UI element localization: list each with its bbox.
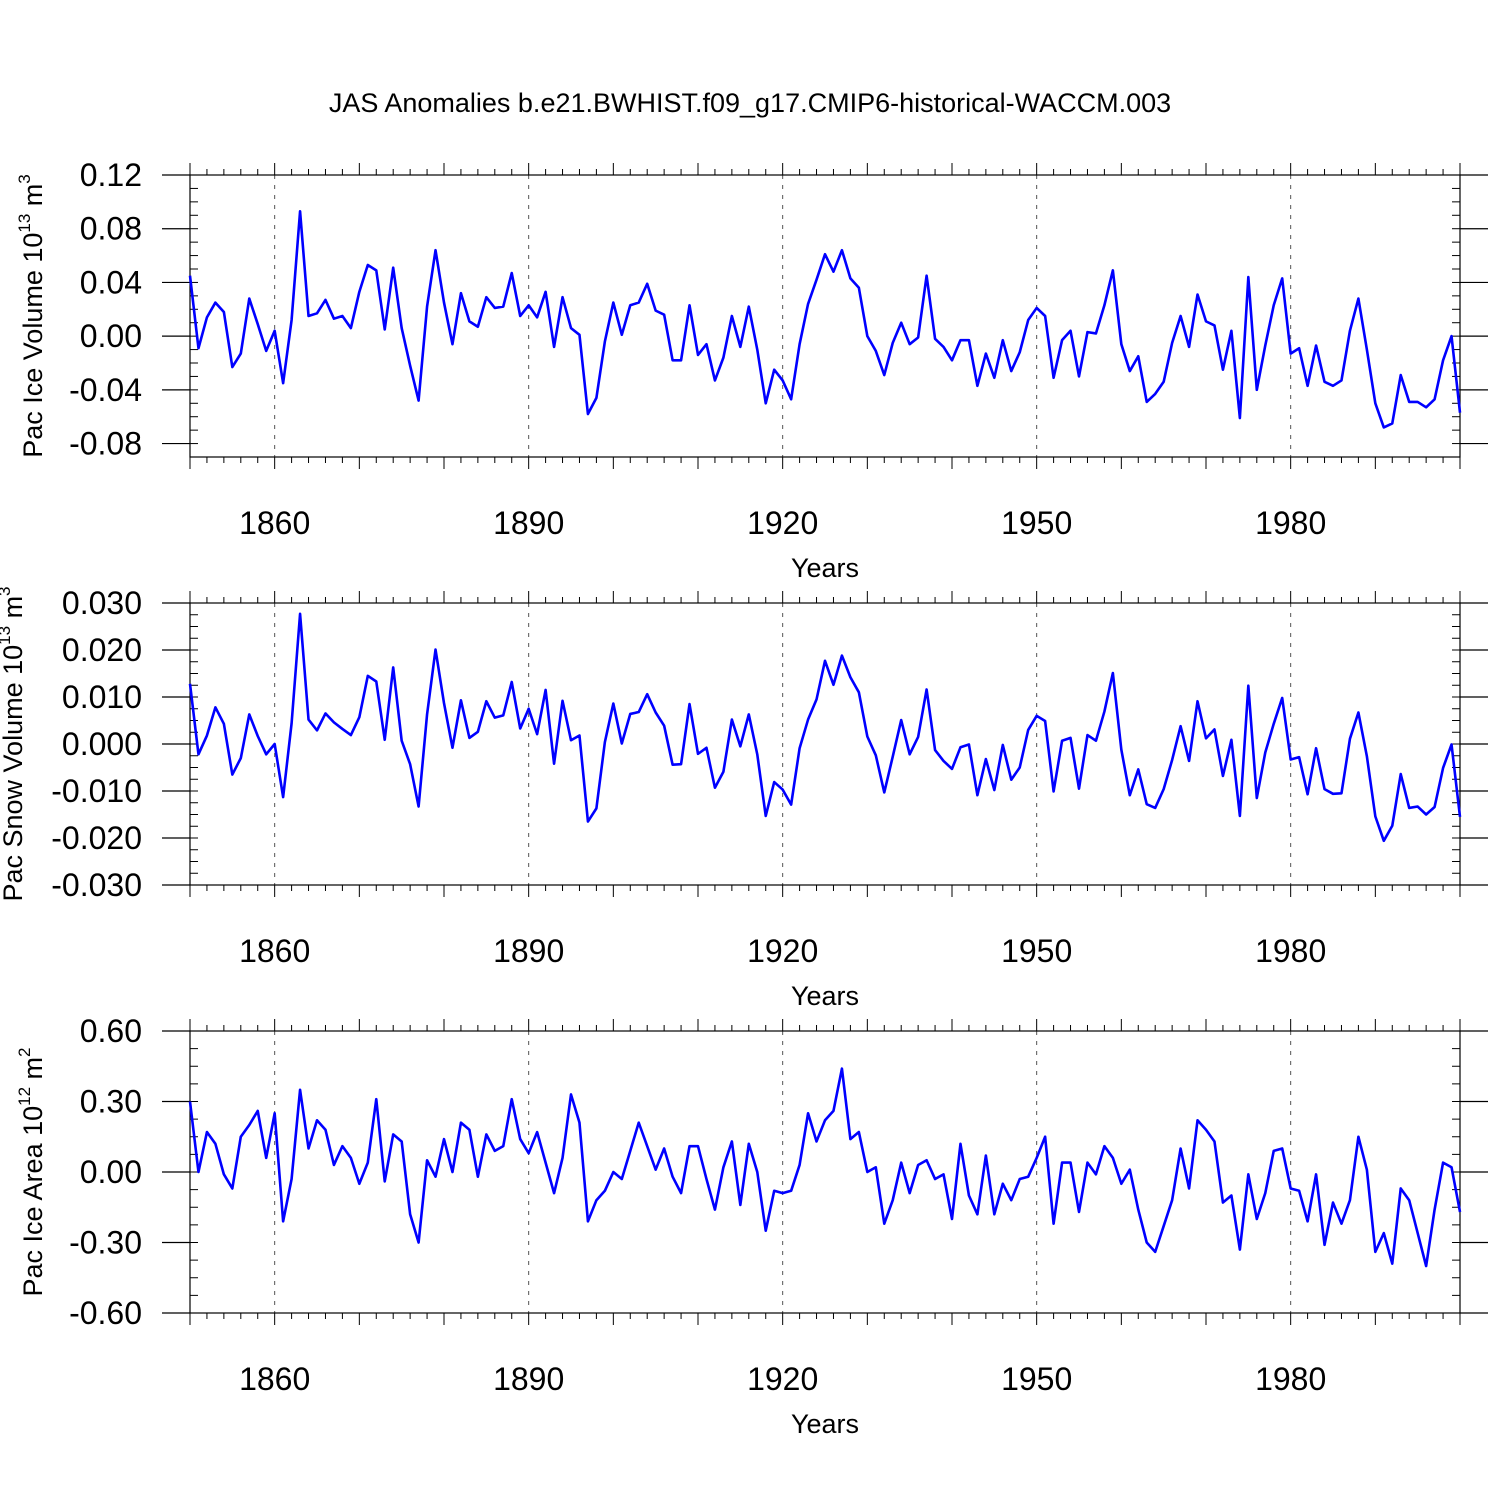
y-tick-label: 0.010 bbox=[62, 679, 142, 715]
x-tick-label: 1980 bbox=[1255, 933, 1326, 969]
x-axis-label: Years bbox=[791, 981, 859, 1011]
x-tick-label: 1920 bbox=[747, 1361, 818, 1397]
x-tick-label: 1890 bbox=[493, 1361, 564, 1397]
y-tick-label: -0.08 bbox=[69, 426, 142, 462]
x-tick-label: 1890 bbox=[493, 505, 564, 541]
x-tick-label: 1980 bbox=[1255, 505, 1326, 541]
series-line bbox=[188, 612, 1462, 843]
y-tick-label: -0.030 bbox=[51, 867, 142, 903]
y-axis-label: Pac Ice Volume 1013 m3 bbox=[15, 174, 48, 458]
chart-title: JAS Anomalies b.e21.BWHIST.f09_g17.CMIP6… bbox=[329, 88, 1171, 118]
y-tick-label: -0.010 bbox=[51, 773, 142, 809]
series-line bbox=[188, 1067, 1462, 1268]
x-tick-label: 1860 bbox=[239, 505, 310, 541]
y-tick-label: 0.12 bbox=[80, 157, 142, 193]
x-tick-label: 1920 bbox=[747, 505, 818, 541]
y-tick-label: 0.08 bbox=[80, 211, 142, 247]
x-tick-label: 1980 bbox=[1255, 1361, 1326, 1397]
x-tick-label: 1950 bbox=[1001, 505, 1072, 541]
panels: -0.08 -0.04 0.00 0.04 0.08 0.12 1860 1890 1920 19… bbox=[0, 157, 1488, 1439]
y-tick-label: -0.04 bbox=[69, 372, 142, 408]
y-axis-label: Pac Snow Volume 1013 m3 bbox=[0, 586, 28, 901]
chart-panel-1: -0.08 -0.04 0.00 0.04 0.08 0.12 1860 1890 1920 19… bbox=[15, 157, 1488, 583]
chart-panel-2: -0.030 -0.020 -0.010 0.000 0.010 0.020 0.030 18… bbox=[0, 585, 1488, 1011]
x-axis-label: Years bbox=[791, 553, 859, 583]
y-tick-label: -0.020 bbox=[51, 820, 142, 856]
y-tick-label: 0.30 bbox=[80, 1084, 142, 1120]
y-axis-label: Pac Ice Area 1012 m2 bbox=[15, 1047, 48, 1296]
y-tick-label: 0.04 bbox=[80, 264, 142, 300]
y-tick-label: -0.60 bbox=[69, 1295, 142, 1331]
plot-frame bbox=[189, 174, 1461, 458]
x-tick-label: 1860 bbox=[239, 1361, 310, 1397]
plot-frame bbox=[189, 602, 1461, 886]
x-tick-label: 1950 bbox=[1001, 1361, 1072, 1397]
chart-panel-3: -0.60 -0.30 0.00 0.30 0.60 1860 1890 1920 1950 19… bbox=[15, 1013, 1488, 1439]
series-line bbox=[188, 209, 1462, 429]
x-tick-label: 1950 bbox=[1001, 933, 1072, 969]
y-tick-label: 0.00 bbox=[80, 318, 142, 354]
x-tick-label: 1860 bbox=[239, 933, 310, 969]
x-axis-label: Years bbox=[791, 1409, 859, 1439]
y-tick-label: -0.30 bbox=[69, 1225, 142, 1261]
x-tick-label: 1890 bbox=[493, 933, 564, 969]
y-tick-label: 0.60 bbox=[80, 1013, 142, 1049]
x-tick-label: 1920 bbox=[747, 933, 818, 969]
y-tick-label: 0.020 bbox=[62, 632, 142, 668]
y-tick-label: 0.000 bbox=[62, 726, 142, 762]
y-tick-label: 0.00 bbox=[80, 1154, 142, 1190]
y-tick-label: 0.030 bbox=[62, 585, 142, 621]
